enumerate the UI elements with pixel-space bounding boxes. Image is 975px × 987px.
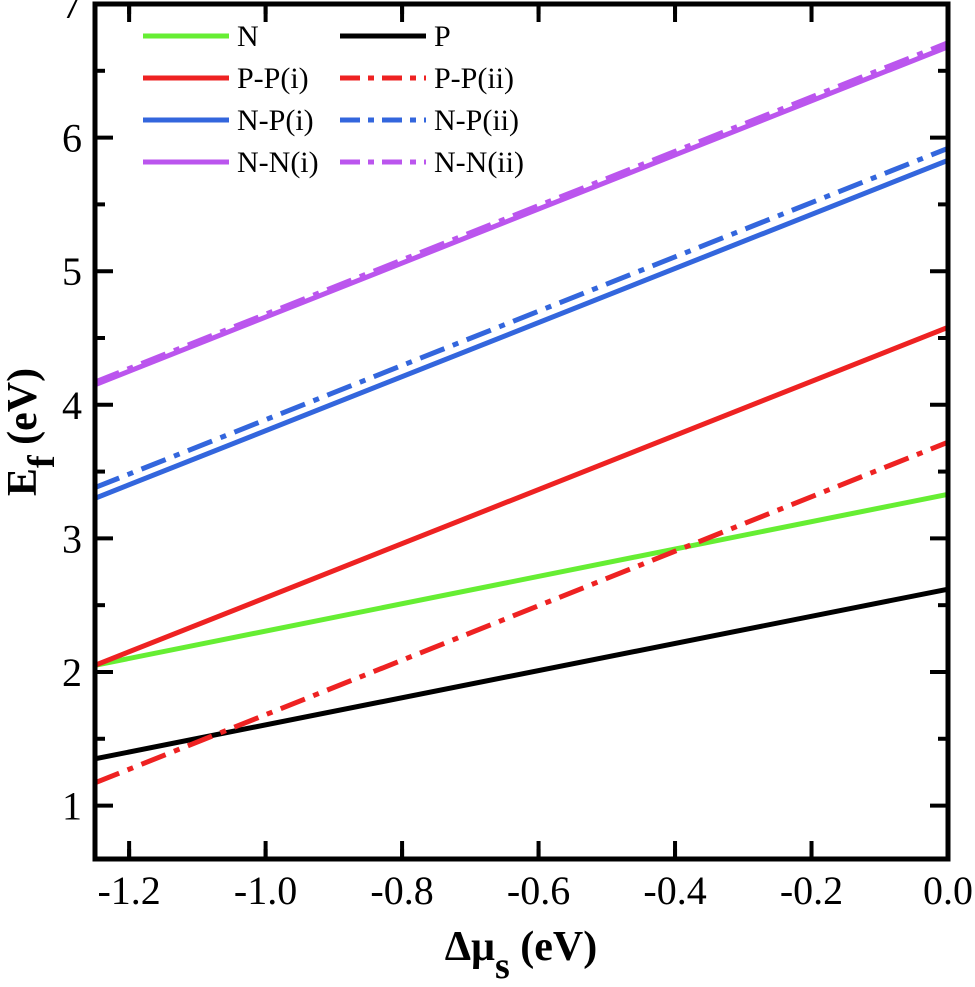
legend-label-n-n-ii: N-N(ii) [434, 146, 524, 179]
x-tick-label: -0.6 [507, 868, 570, 913]
series-line-p-p-ii [95, 439, 948, 786]
y-axis-title-main: E [0, 468, 46, 496]
y-tick-label: 5 [62, 249, 82, 294]
x-axis-title-main: Δμ [445, 924, 495, 970]
y-tick-label: 3 [62, 516, 82, 561]
legend-label-p: P [434, 20, 451, 53]
legend-label-p-p-i: P-P(i) [237, 62, 309, 95]
legend-label-n-p-ii: N-P(ii) [434, 104, 519, 137]
x-tick-label: -0.4 [643, 868, 706, 913]
y-tick-label: 6 [62, 116, 82, 161]
legend-label-p-p-ii: P-P(ii) [434, 62, 514, 95]
y-tick-label: 2 [62, 650, 82, 695]
series-line-n-n-ii [95, 40, 948, 385]
x-tick-label: -1.2 [97, 868, 160, 913]
y-axis-title-sub: f [21, 454, 63, 468]
y-axis-title: Ef (eV) [0, 368, 63, 496]
y-tick-labels: 1 2 3 4 5 6 7 [62, 0, 82, 829]
series-line-n-n-i [95, 44, 948, 388]
series-layer [95, 40, 948, 786]
legend: N P P-P(i) P-P(ii) N-P(i) N-P(ii) N-N(i) N-N(ii… [143, 20, 524, 179]
y-tick-label: 4 [62, 383, 82, 428]
legend-label-n: N [237, 20, 259, 53]
series-line-n-p-i [95, 157, 948, 501]
y-axis-title-units: (eV) [0, 368, 46, 455]
series-line-n [95, 491, 948, 668]
series-line-p-p-i [95, 324, 948, 668]
y-tick-label: 7 [62, 0, 82, 27]
x-tick-label: 0.0 [923, 868, 973, 913]
legend-label-n-p-i: N-P(i) [237, 104, 314, 137]
series-line-p [95, 586, 948, 762]
x-axis-title-units: (eV) [510, 924, 597, 970]
x-tick-label: -0.2 [780, 868, 843, 913]
x-axis-title: Δμs (eV) [445, 924, 597, 987]
series-line-n-p-ii [95, 145, 948, 490]
plot-frame [92, 1, 951, 862]
y-tick-label: 1 [62, 784, 82, 829]
legend-label-n-n-i: N-N(i) [237, 146, 319, 179]
x-tick-labels: -1.2 -1.0 -0.8 -0.6 -0.4 -0.2 0.0 [97, 868, 973, 913]
x-tick-label: -0.8 [370, 868, 433, 913]
x-tick-label: -1.0 [234, 868, 297, 913]
x-axis-title-sub: s [495, 945, 510, 987]
